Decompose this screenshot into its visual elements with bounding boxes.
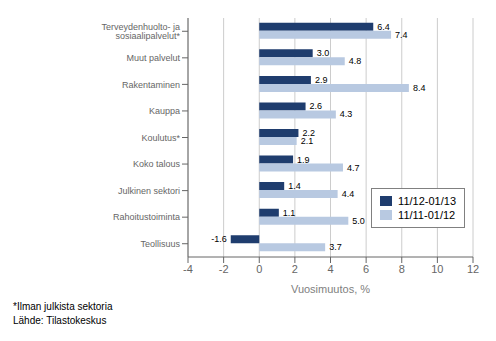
- svg-text:2.9: 2.9: [315, 75, 328, 85]
- svg-text:1.4: 1.4: [288, 181, 301, 191]
- svg-text:1.1: 1.1: [283, 208, 296, 218]
- svg-text:0: 0: [256, 263, 262, 275]
- svg-text:Muut palvelut: Muut palvelut: [126, 53, 180, 63]
- svg-text:4: 4: [327, 263, 333, 275]
- html-text:11/11-01/12: 11/11-01/12: [398, 209, 456, 221]
- html-text:11/12-01/13: 11/12-01/13: [398, 195, 456, 207]
- svg-text:8.4: 8.4: [413, 83, 426, 93]
- svg-text:4.3: 4.3: [340, 109, 353, 119]
- svg-text:Koulutus*: Koulutus*: [141, 133, 180, 143]
- svg-text:Vuosimuutos, %: Vuosimuutos, %: [291, 283, 370, 295]
- svg-text:Julkinen sektori: Julkinen sektori: [118, 186, 180, 196]
- svg-text:8: 8: [399, 263, 405, 275]
- svg-text:4.8: 4.8: [349, 56, 362, 66]
- svg-text:2.1: 2.1: [301, 136, 314, 146]
- svg-text:1.9: 1.9: [297, 155, 310, 165]
- svg-text:10: 10: [431, 263, 443, 275]
- svg-text:Teollisuus: Teollisuus: [140, 239, 180, 249]
- svg-text:12: 12: [467, 263, 479, 275]
- svg-text:5.0: 5.0: [352, 216, 365, 226]
- svg-text:3.7: 3.7: [329, 242, 342, 252]
- svg-text:Rahoitustoiminta: Rahoitustoiminta: [113, 212, 180, 222]
- svg-text:Terveydenhuolto- jasosiaalipal: Terveydenhuolto- jasosiaalipalvelut*: [101, 22, 180, 41]
- html-text:*Ilman julkista sektoria: *Ilman julkista sektoria: [13, 301, 113, 312]
- svg-text:4.7: 4.7: [347, 163, 360, 173]
- svg-text:-1.6: -1.6: [211, 234, 227, 244]
- svg-text:6: 6: [363, 263, 369, 275]
- svg-text:2.2: 2.2: [302, 128, 315, 138]
- svg-text:-2: -2: [219, 263, 229, 275]
- svg-text:7.4: 7.4: [395, 30, 408, 40]
- svg-text:2.6: 2.6: [310, 101, 323, 111]
- html-text:Lähde: Tilastokeskus: Lähde: Tilastokeskus: [13, 315, 107, 326]
- svg-text:Koko talous: Koko talous: [133, 159, 181, 169]
- svg-text:6.4: 6.4: [377, 22, 390, 32]
- svg-text:Kauppa: Kauppa: [149, 106, 180, 116]
- svg-text:Rakentaminen: Rakentaminen: [122, 80, 180, 90]
- svg-text:3.0: 3.0: [317, 48, 330, 58]
- svg-text:2: 2: [292, 263, 298, 275]
- svg-text:4.4: 4.4: [342, 189, 355, 199]
- svg-text:-4: -4: [183, 263, 193, 275]
